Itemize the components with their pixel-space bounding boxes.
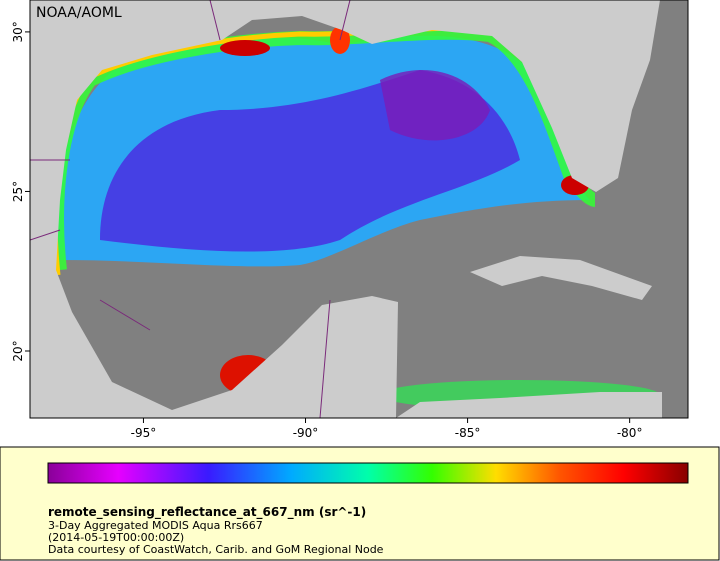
attribution: NOAA/AOML [36, 5, 122, 21]
land [470, 256, 652, 300]
credit: Data courtesy of CoastWatch, Carib. and … [48, 543, 384, 556]
lon-tick-label: -90° [293, 426, 319, 440]
lat-tick-label: 20° [11, 340, 25, 361]
lat-tick-label: 30° [11, 21, 25, 42]
lon-tick-label: -85° [455, 426, 481, 440]
land [30, 270, 398, 418]
high-reflectance [220, 40, 270, 56]
lon-tick-label: -80° [617, 426, 643, 440]
map-frame [29, 0, 689, 419]
land [30, 0, 660, 270]
colorbar [47, 462, 689, 484]
land [396, 392, 662, 418]
variable-name: remote_sensing_reflectance_at_667_nm (sr… [48, 505, 366, 520]
lon-tick-label: -95° [131, 426, 157, 440]
reflectance-field [380, 70, 490, 141]
border [30, 0, 351, 418]
lat-tick-label: 25° [11, 181, 25, 202]
time-stamp: (2014-05-19T00:00:00Z) [48, 531, 184, 544]
dataset-name: 3-Day Aggregated MODIS Aqua Rrs667 [48, 519, 263, 532]
map [30, 0, 688, 418]
